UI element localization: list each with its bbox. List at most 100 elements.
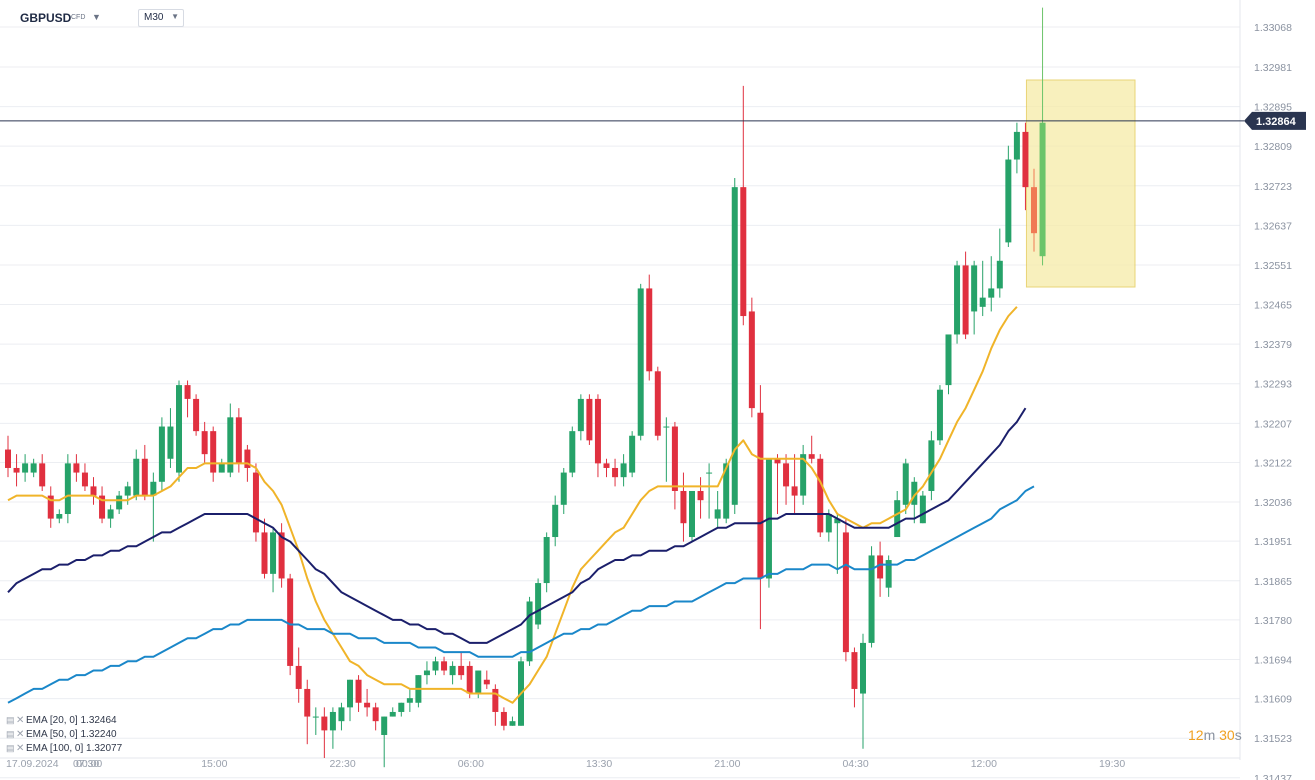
candle-body — [800, 454, 807, 496]
symbol-name[interactable]: GBPUSD — [20, 11, 72, 25]
candle-body — [372, 707, 379, 722]
price-axis[interactable]: 1.33068 1.32981 1.32895 1.32809 1.32723 1.326… — [1254, 22, 1292, 780]
settings-icon[interactable]: ▤ — [6, 743, 15, 753]
candle-body — [312, 716, 319, 718]
candle-body — [689, 490, 695, 538]
legend-label: EMA [20, 0] 1.32464 — [26, 715, 117, 726]
candle-body — [894, 500, 901, 538]
chevron-down-icon: ▼ — [171, 12, 179, 21]
candle-body — [218, 463, 225, 473]
price-tick-label: 1.32981 — [1254, 62, 1292, 74]
price-tick-label: 1.32465 — [1254, 300, 1292, 312]
candle-body — [962, 265, 969, 335]
candle-body — [47, 495, 54, 519]
price-tick-label: 1.31780 — [1254, 615, 1292, 627]
candle-body — [1005, 159, 1012, 243]
candle-body — [364, 702, 371, 708]
time-tick-label: 22:30 — [329, 758, 355, 770]
time-tick-label: 19:30 — [1099, 758, 1125, 770]
candle-body — [988, 288, 995, 298]
candle-body — [902, 463, 909, 505]
candle-body — [577, 398, 584, 432]
candle-body — [355, 679, 362, 703]
candlesticks — [5, 7, 1046, 768]
candle-body — [936, 389, 943, 441]
candle-body — [252, 472, 259, 533]
settings-icon[interactable]: ▤ — [6, 715, 15, 725]
candle-body — [278, 532, 285, 579]
price-tick-label: 1.33068 — [1254, 22, 1292, 34]
candle-body — [535, 583, 542, 625]
candle-body — [877, 555, 884, 579]
candle-body — [706, 472, 713, 474]
current-price-label: 1.32864 — [1256, 116, 1297, 128]
candle-body — [637, 288, 644, 436]
candle-body — [347, 679, 353, 708]
candle-body — [64, 463, 71, 515]
ema-line — [7, 407, 1027, 644]
candle-body — [680, 490, 687, 524]
price-tick-label: 1.32723 — [1254, 181, 1292, 193]
price-tick-label: 1.31437 — [1254, 773, 1292, 780]
candle-body — [475, 670, 482, 694]
candle-body — [5, 449, 11, 468]
candle-body — [526, 601, 533, 662]
candle-body — [210, 431, 217, 473]
candle-body — [492, 688, 499, 712]
candle-countdown: 12m 30s — [1188, 727, 1242, 743]
price-tick-label: 1.31523 — [1254, 733, 1292, 745]
candle-body — [654, 371, 661, 436]
candle-body — [287, 578, 294, 666]
candle-body — [543, 537, 550, 584]
timeframe-select[interactable]: M30 ▼ — [138, 9, 184, 27]
chart-toolbar: GBPUSD CFD ▼ M30 ▼ — [0, 0, 1240, 36]
candle-body — [1013, 131, 1020, 160]
ema-lines — [7, 306, 1035, 704]
candle-body — [594, 398, 601, 464]
candle-body — [671, 426, 678, 491]
candle-body — [500, 711, 507, 726]
legend-label: EMA [50, 0] 1.32240 — [26, 729, 117, 740]
countdown-minutes-unit: m — [1203, 727, 1216, 743]
countdown-seconds: 30 — [1219, 727, 1235, 743]
price-tick-label: 1.32637 — [1254, 220, 1292, 232]
candle-body — [193, 398, 200, 432]
candle-body — [834, 518, 841, 524]
candle-body — [458, 665, 465, 676]
indicator-legend: ▤✕ EMA [20, 0] 1.32464 ▤✕ EMA [50, 0] 1.32… — [6, 713, 122, 755]
candle-body — [586, 398, 593, 441]
time-tick-label: 06:00 — [458, 758, 484, 770]
candle-body — [885, 560, 892, 588]
chevron-down-icon[interactable]: ▼ — [92, 12, 101, 22]
candle-body — [329, 711, 336, 731]
candle-body — [321, 716, 328, 731]
candle-body — [612, 467, 619, 478]
candle-body — [860, 642, 866, 694]
candle-body — [748, 311, 755, 409]
close-icon[interactable]: ✕ — [16, 743, 25, 754]
close-icon[interactable]: ✕ — [16, 729, 25, 740]
candle-body — [167, 426, 174, 459]
settings-icon[interactable]: ▤ — [6, 729, 15, 739]
candle-body — [552, 504, 559, 538]
price-tick-label: 1.32551 — [1254, 260, 1292, 272]
candle-body — [723, 463, 730, 519]
candle-body — [842, 532, 849, 653]
candle-body — [56, 514, 63, 519]
price-tick-label: 1.32293 — [1254, 379, 1292, 391]
candle-body — [911, 481, 918, 505]
time-tick-label: 04:30 — [842, 758, 868, 770]
legend-item-ema100: ▤✕ EMA [100, 0] 1.32077 — [6, 741, 122, 755]
candle-body — [158, 426, 165, 482]
candle-body — [714, 509, 721, 519]
candle-body — [1031, 187, 1037, 234]
candle-body — [141, 458, 148, 496]
candle-body — [825, 514, 832, 533]
price-tick-label: 1.32207 — [1254, 418, 1292, 430]
candle-body — [133, 458, 140, 496]
close-icon[interactable]: ✕ — [16, 715, 25, 726]
candle-body — [381, 716, 388, 735]
candle-body — [227, 417, 234, 473]
